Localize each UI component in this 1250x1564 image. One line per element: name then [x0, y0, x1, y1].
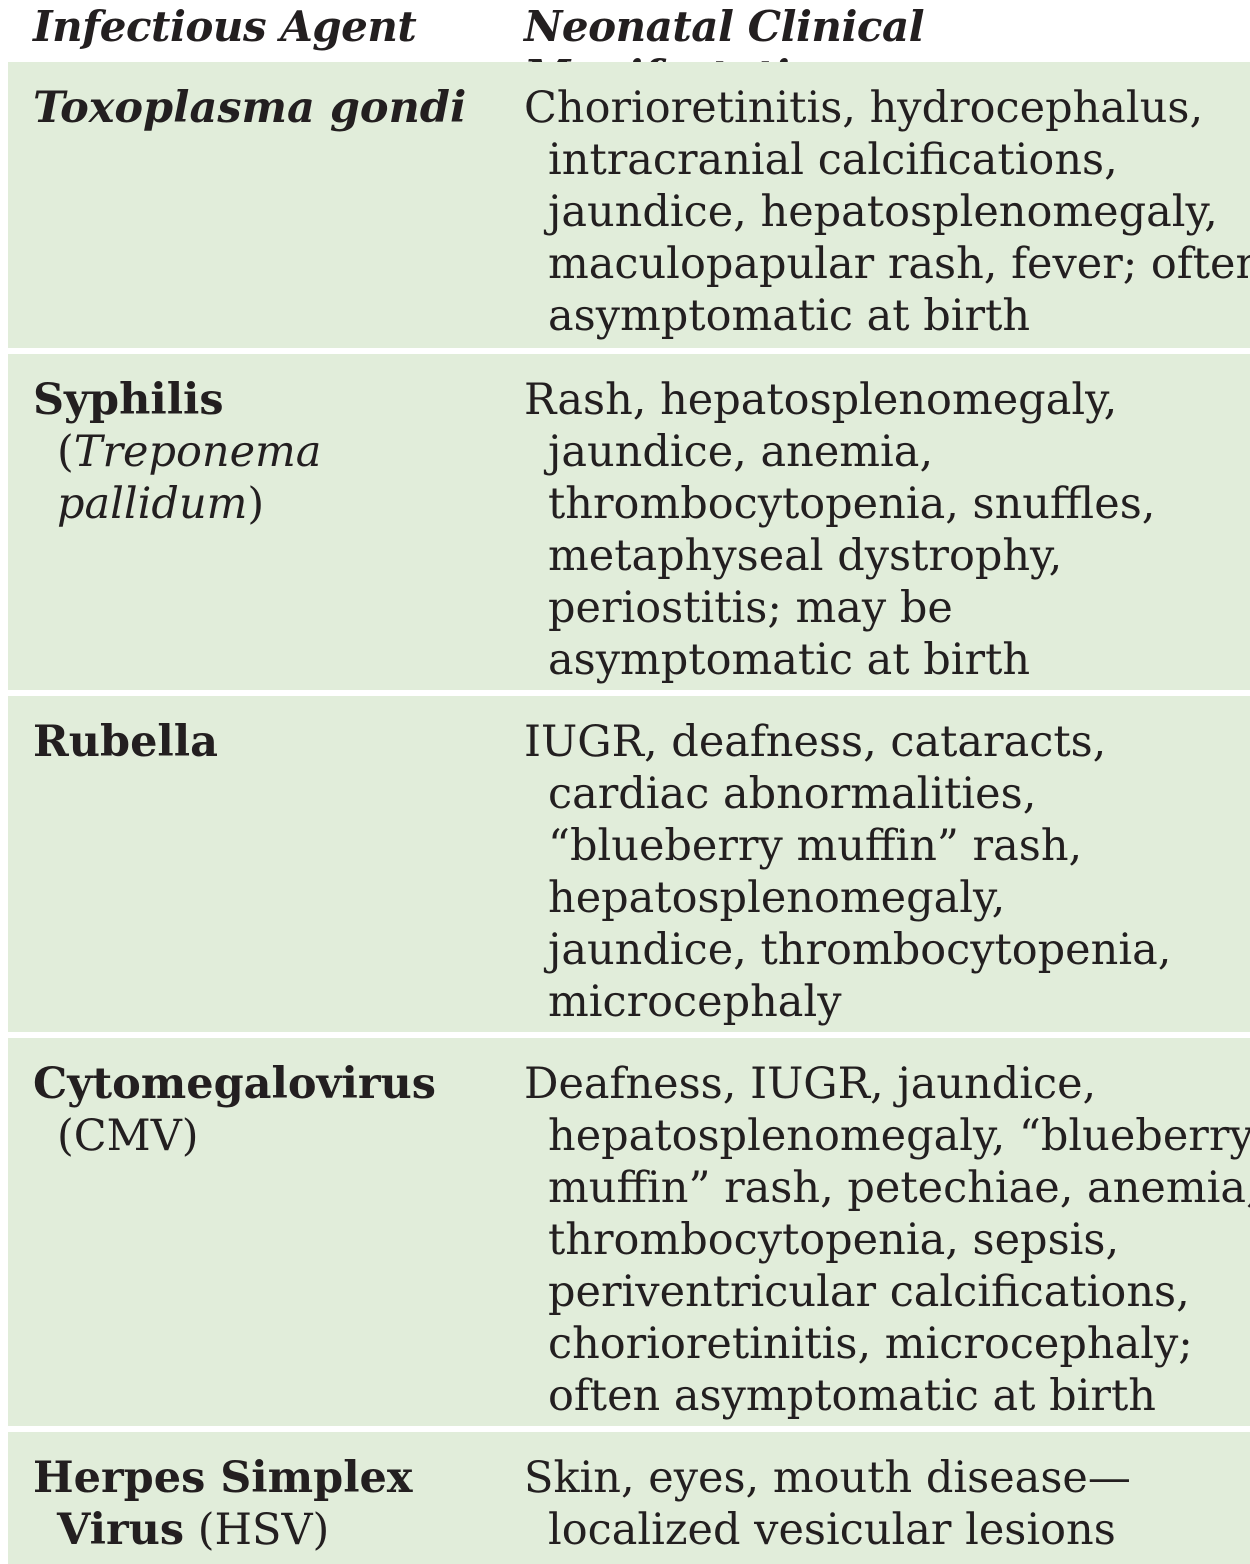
table-row-syphilis: Syphilis (Treponema pallidum) Rash, hepa… — [8, 354, 1250, 690]
manifestation-line: hepatosplenomegaly, “blueberry — [548, 1111, 1250, 1161]
agent-name: Rubella — [33, 717, 218, 767]
table-row-hsv: Herpes Simplex Virus (HSV) Skin, eyes, m… — [8, 1432, 1250, 1564]
column-header-infectious-agent: Infectious Agent — [33, 2, 417, 51]
manifestation-line: maculopapular rash, fever; often — [548, 239, 1250, 289]
manifestation-line: Skin, eyes, mouth disease— — [524, 1453, 1131, 1503]
agent-name: Syphilis — [33, 375, 224, 425]
agent-cell: Syphilis (Treponema pallidum) — [33, 374, 503, 530]
manifestation-line: Chorioretinitis, hydrocephalus, — [524, 83, 1204, 133]
agent-cell: Cytomegalovirus (CMV) — [33, 1058, 503, 1162]
agent-cell: Rubella — [33, 716, 503, 768]
manifestation-line: IUGR, deafness, cataracts, — [524, 717, 1107, 767]
manifestation-line: hepatosplenomegaly, — [548, 873, 1006, 923]
manifestation-line: cardiac abnormalities, — [548, 769, 1037, 819]
manifestation-line: thrombocytopenia, snuffles, — [548, 479, 1156, 529]
manifestation-line: periventricular calcifications, — [548, 1267, 1190, 1317]
manifestations-cell: Chorioretinitis, hydrocephalus, intracra… — [524, 82, 1250, 342]
manifestation-line: intracranial calcifications, — [548, 135, 1118, 185]
agent-cell: Toxoplasma gondi — [33, 82, 503, 134]
table-row-cmv: Cytomegalovirus (CMV) Deafness, IUGR, ja… — [8, 1038, 1250, 1426]
agent-scientific-name-line-1: (Treponema — [57, 427, 322, 477]
manifestations-cell: IUGR, deafness, cataracts, cardiac abnor… — [524, 716, 1244, 1028]
manifestation-line: thrombocytopenia, sepsis, — [548, 1215, 1120, 1265]
manifestations-cell: Deafness, IUGR, jaundice, hepatosplenome… — [524, 1058, 1250, 1422]
manifestation-line: asymptomatic at birth — [548, 291, 1031, 341]
agent-cell: Herpes Simplex Virus (HSV) — [33, 1452, 503, 1556]
manifestation-line: metaphyseal dystrophy, — [548, 531, 1063, 581]
agent-name-line-2: Virus (HSV) — [57, 1505, 330, 1555]
manifestation-line: microcephaly — [548, 977, 842, 1027]
manifestations-cell: Skin, eyes, mouth disease— localized ves… — [524, 1452, 1244, 1556]
manifestation-line: jaundice, hepatosplenomegaly, — [548, 187, 1218, 237]
table-header: Infectious Agent Neonatal Clinical Manif… — [0, 0, 1250, 100]
agent-abbreviation: (CMV) — [57, 1111, 199, 1161]
manifestation-line: Rash, hepatosplenomegaly, — [524, 375, 1118, 425]
manifestation-line: muffin” rash, petechiae, anemia, — [548, 1163, 1250, 1213]
manifestation-line: asymptomatic at birth — [548, 635, 1031, 685]
manifestation-line: jaundice, anemia, — [548, 427, 934, 477]
agent-name-line-1: Herpes Simplex — [33, 1453, 413, 1503]
table-row-rubella: Rubella IUGR, deafness, cataracts, cardi… — [8, 696, 1250, 1032]
manifestation-line: localized vesicular lesions — [548, 1505, 1116, 1555]
agent-scientific-name-line-2: pallidum) — [57, 479, 265, 529]
manifestation-line: often asymptomatic at birth — [548, 1371, 1156, 1421]
manifestation-line: Deafness, IUGR, jaundice, — [524, 1059, 1097, 1109]
manifestations-cell: Rash, hepatosplenomegaly, jaundice, anem… — [524, 374, 1244, 686]
table-row-toxoplasma: Toxoplasma gondi Chorioretinitis, hydroc… — [8, 62, 1250, 348]
agent-name: Toxoplasma gondi — [33, 83, 467, 133]
agent-name: Cytomegalovirus — [33, 1059, 436, 1109]
manifestation-line: “blueberry muffin” rash, — [548, 821, 1083, 871]
manifestation-line: periostitis; may be — [548, 583, 953, 633]
manifestation-line: jaundice, thrombocytopenia, — [548, 925, 1172, 975]
manifestation-line: chorioretinitis, microcephaly; — [548, 1319, 1193, 1369]
